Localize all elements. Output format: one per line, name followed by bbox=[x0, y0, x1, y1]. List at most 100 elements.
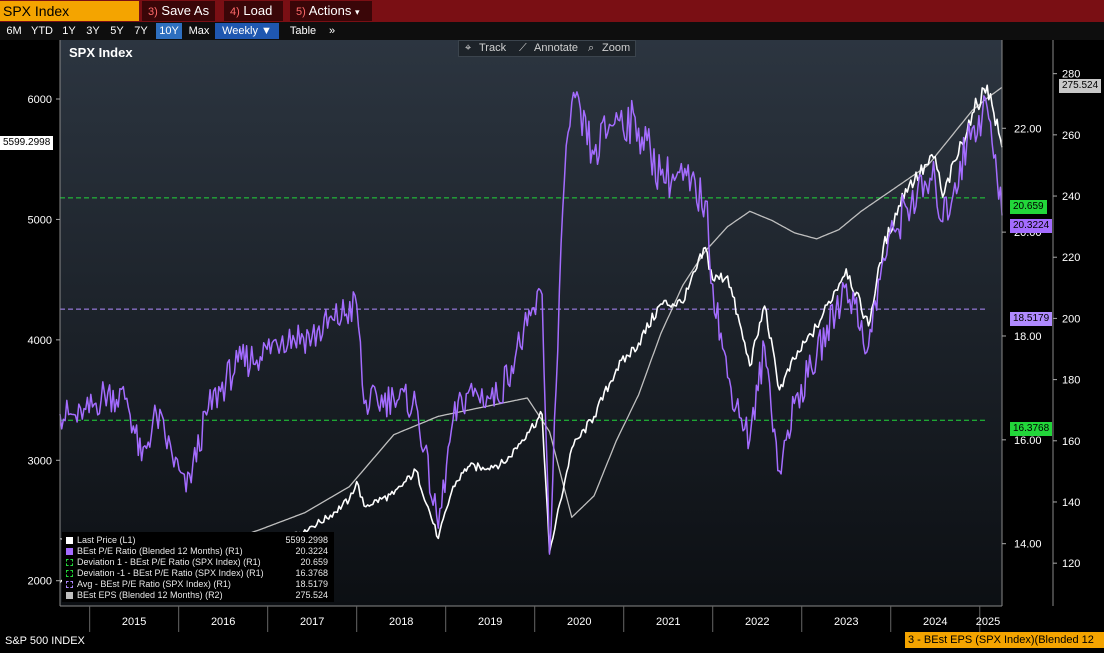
range-max[interactable]: Max bbox=[188, 25, 210, 37]
x-tick-label: 2016 bbox=[211, 616, 235, 628]
pe-tick-label: 22.00 bbox=[1014, 123, 1042, 135]
range-bar: 6M YTD 1Y 3Y 5Y 7Y 10Y Max Weekly ▼ Tabl… bbox=[0, 22, 1104, 40]
legend-label: BEst P/E Ratio (Blended 12 Months) (R1) bbox=[77, 546, 243, 556]
avg-flag: 18.5179 bbox=[1010, 312, 1053, 326]
chevron-down-icon: ▾ bbox=[354, 7, 360, 17]
range-6m[interactable]: 6M bbox=[6, 25, 22, 37]
load-label: Load bbox=[243, 3, 273, 18]
annotate-tool[interactable]: Annotate bbox=[534, 42, 579, 54]
range-ytd[interactable]: YTD bbox=[31, 25, 53, 37]
more-button[interactable]: » bbox=[328, 25, 336, 37]
load-number: 4) bbox=[230, 6, 240, 18]
annotate-icon: ⟋ bbox=[519, 42, 527, 54]
pe-tick-label: 18.00 bbox=[1014, 331, 1042, 343]
actions-button[interactable]: 5) Actions ▾ bbox=[290, 1, 372, 21]
menu-bar: SPX Index 3) Save As 4) Load 5) Actions … bbox=[0, 0, 1104, 22]
x-tick-label: 2022 bbox=[745, 616, 769, 628]
eps-tick-label: 220 bbox=[1062, 252, 1080, 264]
x-tick-label: 2021 bbox=[656, 616, 680, 628]
x-tick-label: 2017 bbox=[300, 616, 324, 628]
series-line-best-p-e-ratio bbox=[59, 91, 1003, 555]
eps-tick-label: 240 bbox=[1062, 191, 1080, 203]
pe-tick-label: 14.00 bbox=[1014, 539, 1042, 551]
range-10y[interactable]: 10Y bbox=[156, 23, 182, 39]
eps-last-flag: 275.524 bbox=[1059, 79, 1102, 93]
legend-row-price[interactable]: Last Price (L1) 5599.2998 bbox=[66, 535, 332, 546]
legend-label: Deviation 1 - BEst P/E Ratio (SPX Index)… bbox=[77, 557, 261, 567]
dev-minus-flag: 16.3768 bbox=[1010, 422, 1053, 436]
legend-row-dev-plus[interactable]: Deviation 1 - BEst P/E Ratio (SPX Index)… bbox=[66, 557, 332, 568]
legend-swatch bbox=[66, 592, 73, 599]
left-tick-label: 2000 bbox=[28, 576, 52, 588]
actions-label: Actions bbox=[308, 3, 352, 18]
actions-number: 5) bbox=[296, 6, 306, 18]
save-as-number: 3) bbox=[148, 6, 158, 18]
pe-last-flag: 20.3224 bbox=[1010, 219, 1053, 233]
eps-tick-label: 280 bbox=[1062, 69, 1080, 81]
dev-plus-flag: 20.659 bbox=[1010, 200, 1047, 214]
load-button[interactable]: 4) Load bbox=[224, 1, 283, 21]
legend-swatch bbox=[66, 548, 73, 555]
left-tick-label: 5000 bbox=[28, 214, 52, 226]
x-tick-label: 2019 bbox=[478, 616, 502, 628]
chart-toolbox: ⌖ Track ⟋ Annotate ⌕ Zoom bbox=[458, 40, 636, 57]
legend-value: 16.3768 bbox=[295, 568, 328, 578]
eps-tick-label: 120 bbox=[1062, 558, 1080, 570]
eps-tick-label: 260 bbox=[1062, 130, 1080, 142]
legend-row-pe[interactable]: BEst P/E Ratio (Blended 12 Months) (R1) … bbox=[66, 546, 332, 557]
x-tick-label: 2020 bbox=[567, 616, 591, 628]
range-7y[interactable]: 7Y bbox=[134, 25, 148, 37]
eps-tick-label: 140 bbox=[1062, 497, 1080, 509]
legend-value: 5599.2998 bbox=[285, 535, 328, 545]
x-tick-label: 2018 bbox=[389, 616, 413, 628]
eps-tick-label: 160 bbox=[1062, 436, 1080, 448]
save-as-button[interactable]: 3) Save As bbox=[142, 1, 215, 21]
legend-row-avg[interactable]: Avg - BEst P/E Ratio (SPX Index) (R1) 18… bbox=[66, 579, 332, 590]
range-3y[interactable]: 3Y bbox=[86, 25, 100, 37]
left-tick-label: 6000 bbox=[28, 94, 52, 106]
x-tick-label: 2015 bbox=[122, 616, 146, 628]
chart-title: SPX Index bbox=[69, 45, 133, 60]
legend-value: 20.3224 bbox=[295, 546, 328, 556]
legend-swatch bbox=[66, 559, 73, 566]
subchart-tab[interactable]: 3 - BEst EPS (SPX Index)(Blended 12 bbox=[905, 632, 1104, 648]
eps-tick-label: 180 bbox=[1062, 375, 1080, 387]
track-tool[interactable]: Track bbox=[479, 42, 507, 54]
left-tick-label: 4000 bbox=[28, 335, 52, 347]
plot-area bbox=[60, 40, 1002, 606]
legend-label: Deviation -1 - BEst P/E Ratio (SPX Index… bbox=[77, 568, 264, 578]
legend-swatch bbox=[66, 537, 73, 544]
legend-row-dev-minus[interactable]: Deviation -1 - BEst P/E Ratio (SPX Index… bbox=[66, 568, 332, 579]
eps-tick-label: 200 bbox=[1062, 313, 1080, 325]
save-as-label: Save As bbox=[161, 3, 210, 18]
legend-swatch bbox=[66, 570, 73, 577]
table-button[interactable]: Table bbox=[289, 25, 317, 37]
zoom-tool[interactable]: Zoom bbox=[602, 42, 631, 54]
chart-legend: Last Price (L1) 5599.2998 BEst P/E Ratio… bbox=[62, 532, 334, 602]
series-line-best-eps bbox=[59, 86, 1003, 551]
legend-value: 18.5179 bbox=[295, 579, 328, 589]
pe-tick-label: 16.00 bbox=[1014, 435, 1042, 447]
range-1y[interactable]: 1Y bbox=[62, 25, 76, 37]
security-name: S&P 500 INDEX bbox=[5, 635, 85, 647]
legend-value: 275.524 bbox=[295, 590, 328, 600]
range-5y[interactable]: 5Y bbox=[110, 25, 124, 37]
left-tick-label: 3000 bbox=[28, 455, 52, 467]
legend-label: BEst EPS (Blended 12 Months) (R2) bbox=[77, 590, 223, 600]
zoom-icon: ⌕ bbox=[588, 42, 595, 54]
legend-swatch bbox=[66, 581, 73, 588]
legend-label: Last Price (L1) bbox=[77, 535, 136, 545]
frequency-dropdown[interactable]: Weekly ▼ bbox=[215, 23, 279, 39]
legend-value: 20.659 bbox=[300, 557, 328, 567]
legend-row-eps[interactable]: BEst EPS (Blended 12 Months) (R2) 275.52… bbox=[66, 590, 332, 601]
legend-label: Avg - BEst P/E Ratio (SPX Index) (R1) bbox=[77, 579, 231, 589]
x-tick-label: 2023 bbox=[834, 616, 858, 628]
price-last-flag: 5599.2998 bbox=[0, 136, 54, 150]
track-icon: ⌖ bbox=[465, 42, 472, 54]
footer-bar: S&P 500 INDEX 3 - BEst EPS (SPX Index)(B… bbox=[0, 632, 1104, 653]
ticker-field[interactable]: SPX Index bbox=[0, 1, 139, 21]
x-tick-label: 2025 bbox=[976, 616, 1000, 628]
series-line-last-price bbox=[59, 84, 1003, 599]
x-tick-label: 2024 bbox=[923, 616, 947, 628]
